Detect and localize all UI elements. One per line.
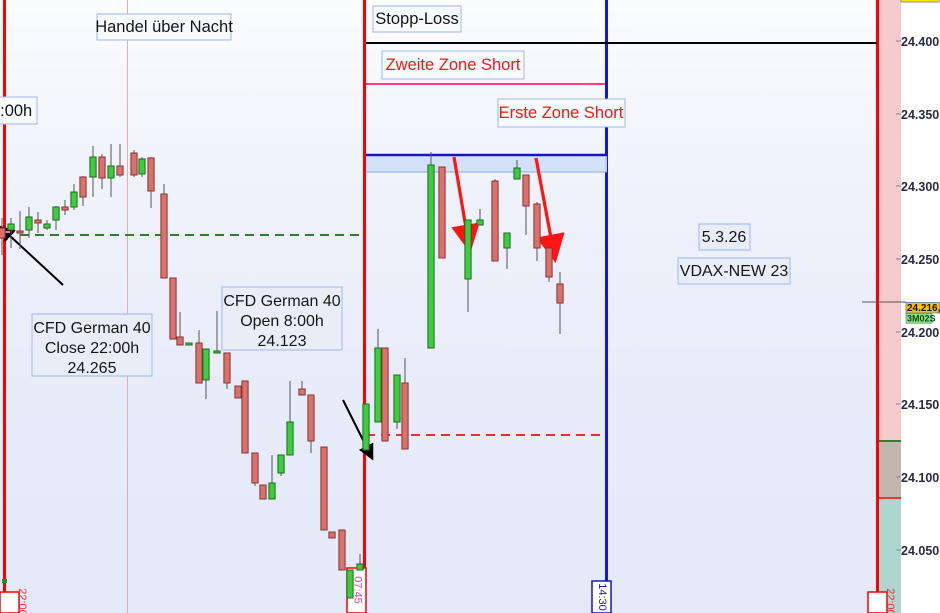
- svg-text:Zweite Zone Short: Zweite Zone Short: [386, 56, 521, 74]
- svg-text:24.250: 24.250: [901, 253, 939, 267]
- svg-text:Open 8:00h: Open 8:00h: [240, 313, 324, 330]
- svg-text:5.3.26: 5.3.26: [702, 229, 747, 246]
- svg-text:CFD German 40: CFD German 40: [33, 320, 150, 337]
- svg-text:Stopp-Loss: Stopp-Loss: [375, 10, 458, 28]
- svg-text:24.400: 24.400: [901, 35, 939, 49]
- svg-text:24.050: 24.050: [901, 544, 939, 558]
- svg-text:Handel über Nacht: Handel über Nacht: [95, 18, 233, 36]
- svg-text:24.100: 24.100: [901, 471, 939, 485]
- svg-text:24.265: 24.265: [68, 360, 117, 377]
- svg-text:22:00h: 22:00h: [0, 102, 32, 120]
- svg-text:14:30: 14:30: [596, 583, 608, 611]
- svg-text:Close 22:00h: Close 22:00h: [45, 340, 139, 357]
- svg-text:24.200: 24.200: [901, 326, 939, 340]
- svg-text:24.350: 24.350: [901, 108, 939, 122]
- svg-text:CFD German 40: CFD German 40: [223, 293, 340, 310]
- svg-text:22:00: 22:00: [16, 588, 28, 613]
- svg-text:24.300: 24.300: [901, 180, 939, 194]
- svg-text:24.150: 24.150: [901, 398, 939, 412]
- svg-text:Erste Zone Short: Erste Zone Short: [499, 104, 624, 122]
- svg-text:3M02S: 3M02S: [907, 314, 936, 324]
- svg-text:VDAX-NEW 23: VDAX-NEW 23: [680, 263, 789, 280]
- svg-text:22:00: 22:00: [884, 588, 896, 613]
- svg-text:24.216,8: 24.216,8: [907, 303, 940, 314]
- svg-text:24.123: 24.123: [258, 333, 307, 350]
